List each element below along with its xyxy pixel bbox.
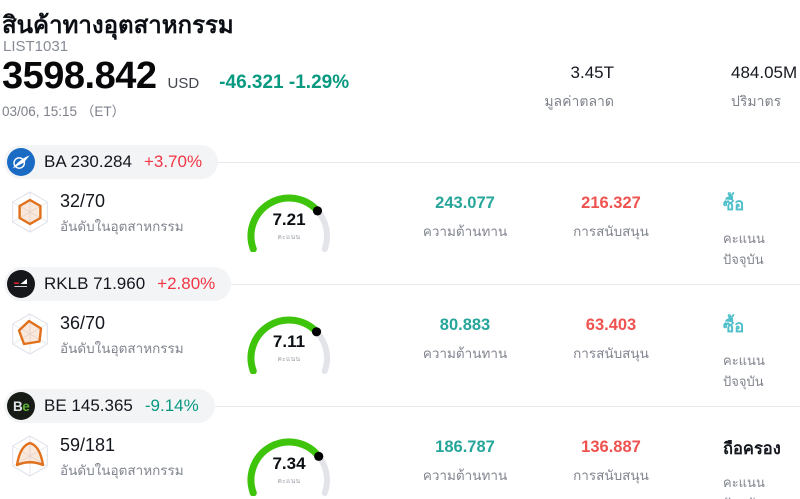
signal-label: คะแนนปัจจุบัน <box>723 475 765 499</box>
stock-row-rklb: RKLB 71.960 +2.80% 36/70 อันดับในอุตสาหก… <box>0 267 800 389</box>
rank-value: 36/70 <box>60 313 106 333</box>
signal-label: คะแนนปัจจุบัน <box>723 231 765 267</box>
row-divider <box>20 284 800 285</box>
support-label: การสนับสนุน <box>573 346 649 361</box>
support-label: การสนับสนุน <box>573 224 649 239</box>
support-column: 63.403 การสนับสนุน <box>545 316 677 364</box>
radar-chart-icon <box>12 313 48 355</box>
svg-text:e: e <box>22 399 30 414</box>
page-title: สินค้าทางอุตสาหกรรม <box>2 12 234 39</box>
signal-column: ซื้อ คะแนนปัจจุบัน <box>723 314 800 392</box>
gauge-score-value: 7.21 <box>272 210 306 229</box>
market-cap-value: 3.45T <box>570 63 614 82</box>
boeing-logo-icon <box>7 148 35 176</box>
signal-value: ซื้อ <box>723 318 745 336</box>
ticker-price: 71.960 <box>93 274 146 293</box>
score-gauge: 7.21 คะแนน <box>243 186 335 252</box>
signal-column: ซื้อ คะแนนปัจจุบัน <box>723 192 800 270</box>
gauge-score-label: คะแนน <box>277 234 301 241</box>
row-divider <box>20 162 800 163</box>
resistance-value: 186.787 <box>435 438 495 456</box>
radar-chart-icon <box>12 435 48 477</box>
ticker-and-price: BA 230.284 <box>44 152 132 172</box>
signal-column: ถือครอง คะแนนปัจจุบัน <box>723 436 800 499</box>
resistance-column: 243.077 ความต้านทาน <box>400 194 530 242</box>
signal-value: ซื้อ <box>723 196 745 214</box>
ticker-and-price: BE 145.365 <box>44 396 133 416</box>
gauge-score-value: 7.34 <box>272 454 306 473</box>
resistance-column: 186.787 ความต้านทาน <box>400 438 530 486</box>
ticker-pill-be[interactable]: B e BE 145.365 -9.14% <box>4 389 215 423</box>
signal-value: ถือครอง <box>723 440 781 458</box>
index-change: -46.321 -1.29% <box>219 72 350 93</box>
rocketlab-logo-icon <box>7 270 35 298</box>
resistance-label: ความต้านทาน <box>422 224 508 239</box>
support-value: 136.887 <box>581 438 641 456</box>
ticker-change: +3.70% <box>143 152 203 171</box>
radar-chart-icon <box>12 191 48 233</box>
score-gauge: 7.11 คะแนน <box>243 308 335 374</box>
ticker-and-price: RKLB 71.960 <box>44 274 145 294</box>
industry-rank: 59/181 อันดับในอุตสาหกรรม <box>60 435 184 481</box>
support-column: 216.327 การสนับสนุน <box>545 194 677 242</box>
resistance-label: ความต้านทาน <box>422 346 508 361</box>
be-logo-icon: B e <box>7 392 35 420</box>
ticker-symbol: RKLB <box>44 274 89 293</box>
list-id: LIST1031 <box>3 38 69 55</box>
ticker-pill-ba[interactable]: BA 230.284 +3.70% <box>4 145 219 179</box>
volume-value: 484.05M <box>731 63 798 82</box>
industry-rank: 32/70 อันดับในอุตสาหกรรม <box>60 191 184 237</box>
ticker-change: +2.80% <box>157 274 216 293</box>
support-value: 216.327 <box>581 194 641 212</box>
market-cap-label: มูลค่าตลาด <box>544 93 614 109</box>
gauge-score-label: คะแนน <box>277 356 301 363</box>
ticker-symbol: BE <box>44 396 67 415</box>
industry-rank: 36/70 อันดับในอุตสาหกรรม <box>60 313 184 359</box>
resistance-value: 243.077 <box>435 194 495 212</box>
index-price-row: 3598.842 USD -46.321 -1.29% <box>2 55 350 97</box>
rank-value: 32/70 <box>60 191 106 211</box>
support-value: 63.403 <box>585 316 637 334</box>
quote-timestamp: 03/06, 15:15 （ET） <box>2 104 126 119</box>
support-column: 136.887 การสนับสนุน <box>545 438 677 486</box>
gauge-score-label: คะแนน <box>277 478 301 485</box>
support-label: การสนับสนุน <box>573 468 649 483</box>
stat-market-cap: 3.45T มูลค่าตลาด <box>520 63 614 113</box>
index-price: 3598.842 <box>2 55 157 97</box>
rank-label: อันดับในอุตสาหกรรม <box>60 341 184 356</box>
score-gauge: 7.34 คะแนน <box>243 430 335 496</box>
volume-label: ปริมาตร <box>731 93 782 109</box>
svg-text:B: B <box>13 399 23 414</box>
rank-label: อันดับในอุตสาหกรรม <box>60 463 184 478</box>
ticker-symbol: BA <box>44 152 66 171</box>
ticker-price: 145.365 <box>71 396 133 415</box>
resistance-value: 80.883 <box>439 316 491 334</box>
row-divider <box>20 406 800 407</box>
resistance-label: ความต้านทาน <box>422 468 508 483</box>
ticker-pill-rklb[interactable]: RKLB 71.960 +2.80% <box>4 267 232 301</box>
ticker-price: 230.284 <box>70 152 132 171</box>
currency-label: USD <box>167 75 200 92</box>
rank-label: อันดับในอุตสาหกรรม <box>60 219 184 234</box>
gauge-score-value: 7.11 <box>272 332 306 351</box>
ticker-change: -9.14% <box>144 396 199 415</box>
stock-row-be: B e BE 145.365 -9.14% 59/181 อันดับในอุต… <box>0 389 800 499</box>
resistance-column: 80.883 ความต้านทาน <box>400 316 530 364</box>
rank-value: 59/181 <box>60 435 116 455</box>
signal-label: คะแนนปัจจุบัน <box>723 353 765 389</box>
stock-row-ba: BA 230.284 +3.70% 32/70 อันดับในอุตสาหกร… <box>0 145 800 267</box>
stat-volume: 484.05M ปริมาตร <box>731 63 799 113</box>
